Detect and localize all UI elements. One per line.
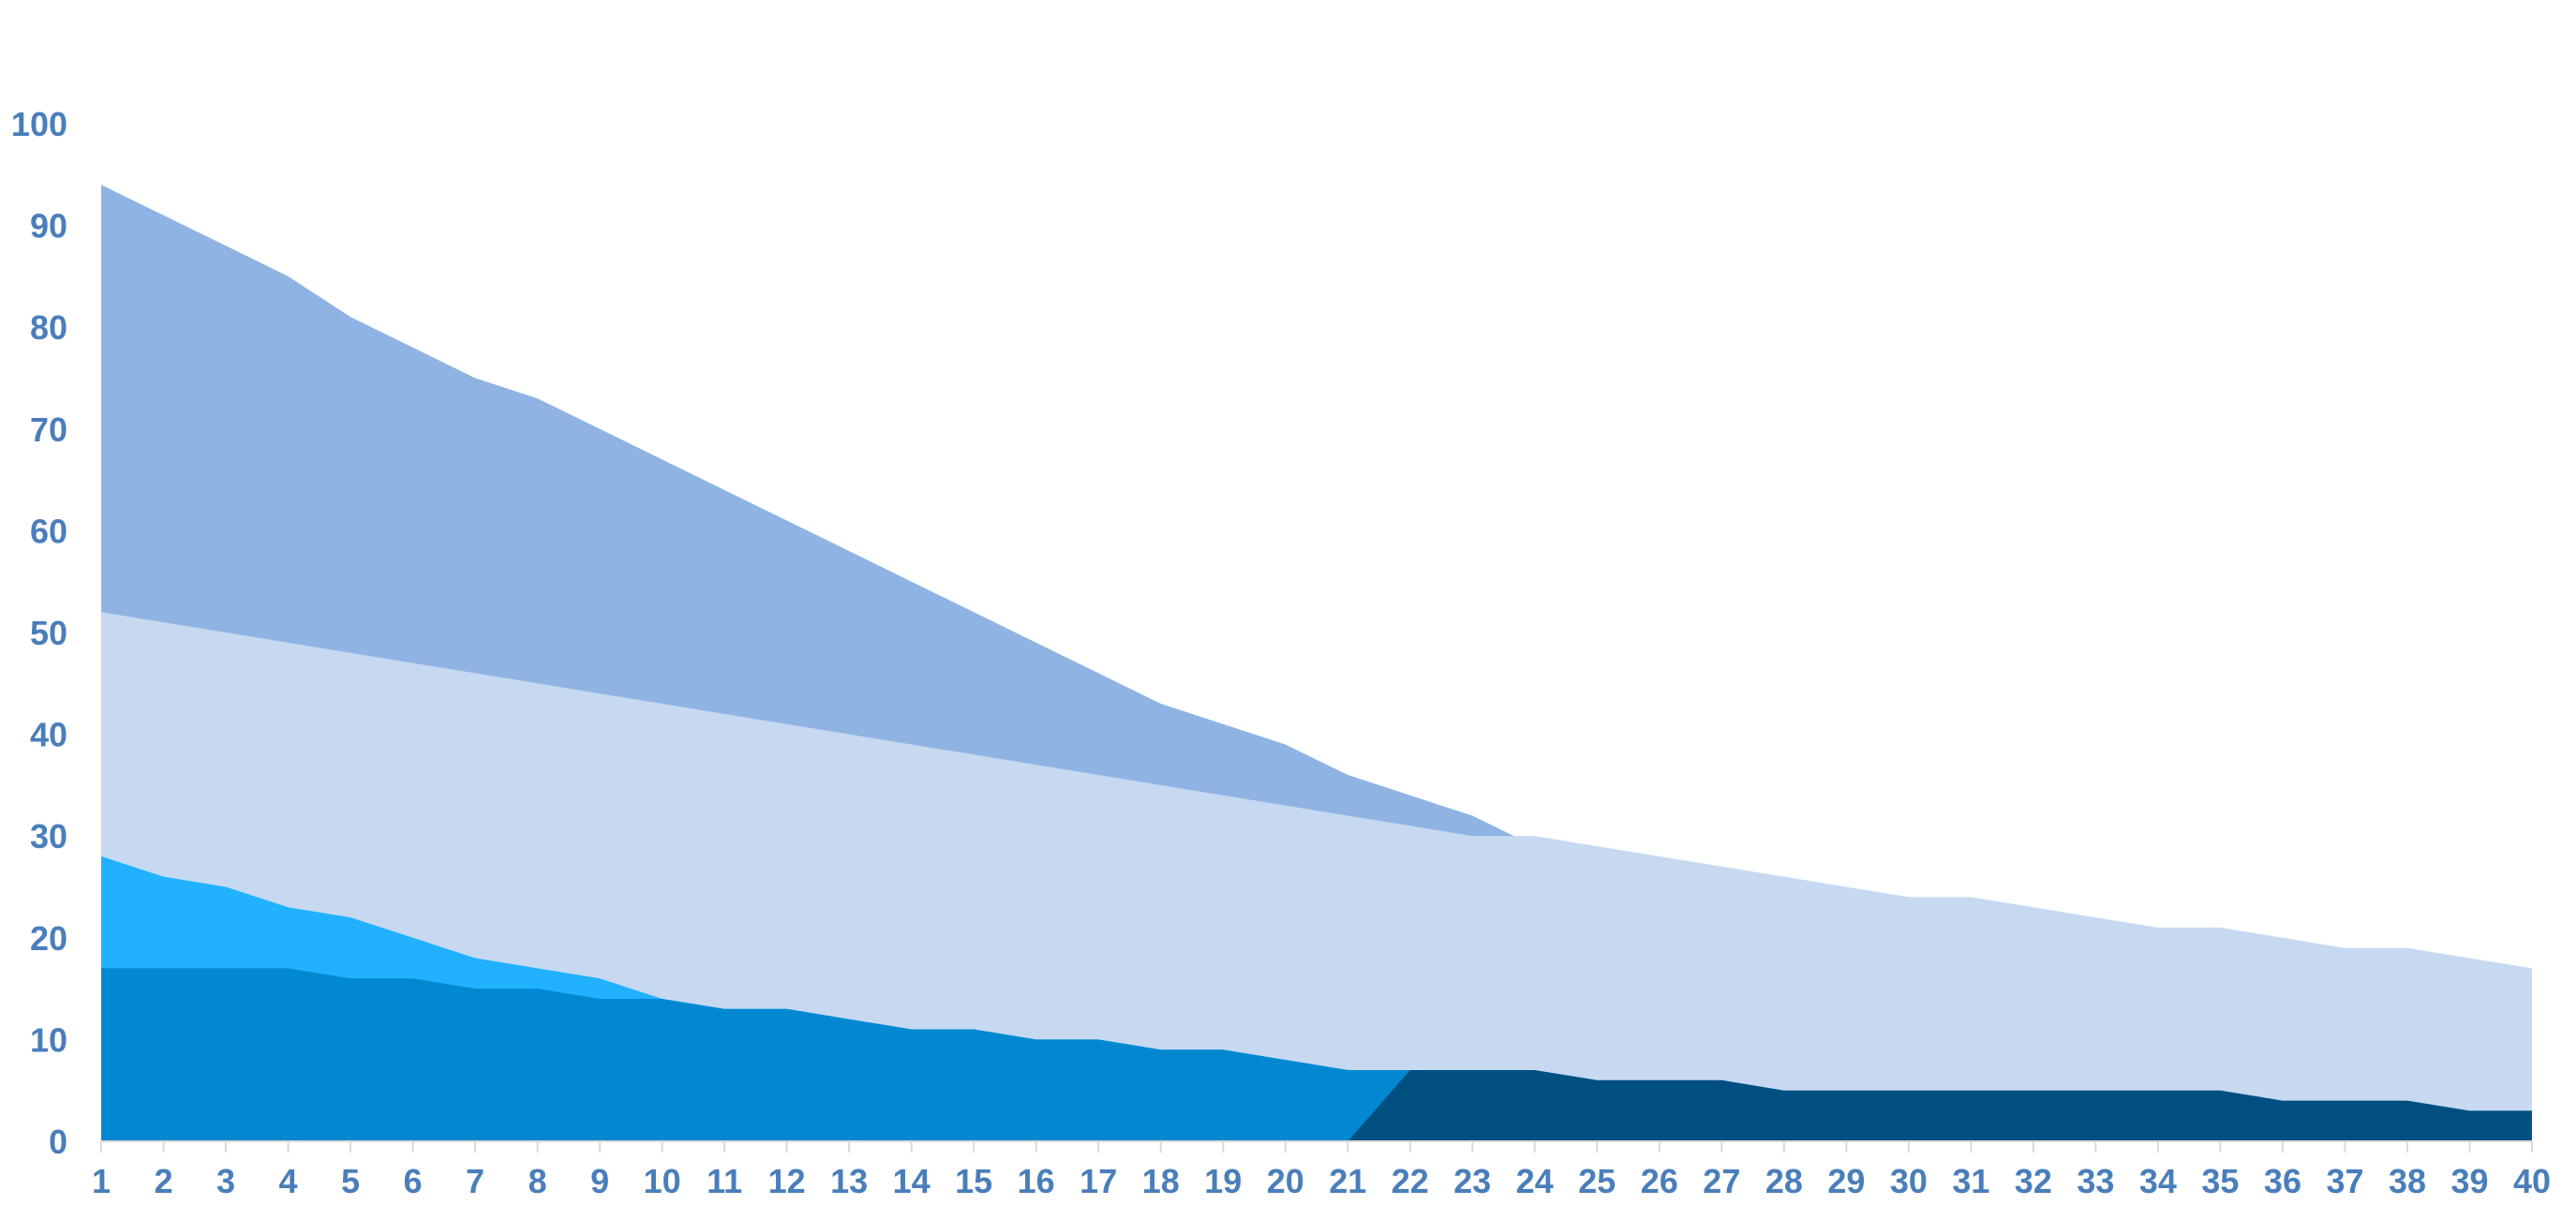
x-tick-label: 16 [1018,1162,1055,1200]
y-tick-label: 10 [30,1020,67,1059]
x-tick-label: 32 [2015,1162,2052,1200]
x-tick-label: 40 [2513,1162,2551,1200]
x-tick-label: 31 [1952,1162,1989,1200]
x-tick-label: 22 [1392,1162,1429,1200]
y-tick-label: 80 [30,308,67,347]
y-tick-label: 100 [11,105,67,143]
y-tick-label: 90 [30,207,67,245]
y-tick-label: 50 [30,614,67,652]
x-tick-label: 14 [893,1162,931,1200]
x-tick-label: 10 [644,1162,681,1200]
x-tick-label: 23 [1453,1162,1491,1200]
y-tick-label: 30 [30,817,67,855]
x-tick-label: 36 [2264,1162,2301,1200]
chart-areas [101,185,2532,1141]
x-tick-label: 21 [1329,1162,1366,1200]
x-tick-label: 5 [341,1162,360,1200]
y-tick-label: 70 [30,410,67,449]
x-tick-label: 33 [2077,1162,2114,1200]
x-axis: 1 2 3 4 5 6 7 8 9 10 11 12 13 14 15 16 17 18 19 20 21 22 23 24 2… [92,1140,2551,1200]
x-tick-label: 13 [830,1162,868,1200]
series-area-4 [101,968,2532,1141]
x-tick-label: 38 [2389,1162,2426,1200]
x-tick-label: 27 [1703,1162,1740,1200]
x-tick-label: 39 [2450,1162,2488,1200]
x-tick-label: 26 [1641,1162,1678,1200]
y-axis: 0 10 20 30 40 50 60 70 80 90 100 [11,105,67,1161]
y-tick-label: 40 [30,716,67,754]
y-tick-label: 20 [30,919,67,958]
x-tick-label: 6 [404,1162,423,1200]
x-tick-label: 34 [2139,1162,2177,1200]
x-tick-label: 35 [2201,1162,2239,1200]
x-tick-label: 7 [466,1162,484,1200]
x-tick-label: 17 [1080,1162,1117,1200]
x-tick-label: 29 [1827,1162,1865,1200]
x-tick-label: 15 [955,1162,992,1200]
x-tick-label: 25 [1578,1162,1616,1200]
x-tick-label: 37 [2326,1162,2363,1200]
x-tick-label: 3 [216,1162,235,1200]
x-tick-label: 30 [1890,1162,1928,1200]
x-tick-label: 19 [1204,1162,1242,1200]
x-tick-label: 20 [1267,1162,1304,1200]
x-tick-label: 28 [1765,1162,1803,1200]
x-tick-label: 18 [1142,1162,1180,1200]
y-tick-label: 0 [49,1123,67,1161]
series-area-5 [1348,1070,2532,1141]
x-tick-label: 4 [279,1162,298,1200]
x-tick-label: 9 [590,1162,609,1200]
x-tick-label: 2 [154,1162,172,1200]
x-tick-label: 1 [92,1162,111,1200]
y-tick-label: 60 [30,512,67,550]
x-tick-label: 8 [529,1162,547,1200]
x-tick-label: 12 [768,1162,806,1200]
x-tick-label: 11 [707,1162,742,1200]
x-tick-label: 24 [1516,1162,1554,1200]
